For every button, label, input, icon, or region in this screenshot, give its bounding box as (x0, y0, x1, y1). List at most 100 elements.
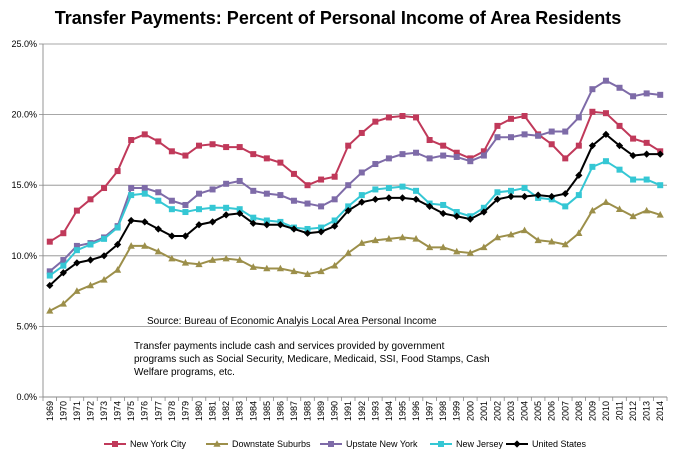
legend-entry: Downstate Suburbs (206, 439, 311, 449)
data-point (643, 176, 650, 183)
data-point (494, 134, 501, 141)
data-point (236, 209, 244, 218)
data-point (141, 185, 148, 192)
data-point (222, 211, 230, 219)
x-tick-label: 1973 (99, 401, 109, 421)
data-point (616, 84, 623, 91)
data-point (602, 130, 610, 138)
data-point (358, 198, 366, 206)
data-point (616, 122, 623, 129)
data-point (480, 243, 488, 251)
data-point (290, 197, 297, 204)
data-point (548, 237, 556, 245)
data-point (209, 186, 216, 193)
data-point (114, 224, 121, 231)
y-tick-label: 10.0% (11, 251, 37, 261)
data-point (520, 192, 529, 201)
y-tick-label: 25.0% (11, 39, 37, 49)
data-point (562, 203, 569, 210)
data-point (589, 86, 596, 93)
x-tick-label: 2014 (655, 401, 665, 421)
x-tick-label: 2013 (642, 401, 652, 421)
data-point (643, 90, 650, 97)
data-point (290, 267, 298, 275)
data-point (358, 169, 365, 176)
axes (42, 44, 667, 398)
x-tick-label: 1975 (126, 401, 136, 421)
data-point (304, 182, 311, 189)
data-point (168, 197, 175, 204)
x-tick-label: 1969 (45, 401, 55, 421)
data-point (182, 201, 189, 208)
data-point (413, 187, 420, 194)
data-point (589, 108, 596, 115)
data-point (223, 204, 230, 211)
x-tick-label: 2005 (533, 401, 543, 421)
data-point (385, 185, 392, 192)
data-point (344, 207, 352, 215)
data-point (588, 142, 596, 150)
data-point (602, 110, 609, 117)
x-tick-label: 1977 (153, 401, 163, 421)
data-point (513, 440, 521, 448)
data-point (371, 236, 379, 244)
x-tick-label: 1985 (262, 401, 272, 421)
data-point (209, 204, 216, 211)
data-point (453, 209, 460, 216)
data-point (182, 209, 189, 216)
x-tick-label: 1970 (58, 401, 68, 421)
data-point (46, 307, 54, 314)
data-point (328, 441, 334, 447)
data-point (616, 166, 623, 173)
data-point (196, 190, 202, 197)
x-tick-label: 1997 (425, 401, 435, 421)
x-tick-label: 2012 (628, 401, 638, 421)
data-point (331, 261, 339, 269)
x-tick-label: 2000 (465, 401, 475, 421)
data-point (263, 190, 270, 197)
data-point (521, 185, 528, 192)
legend-entry: Upstate New York (320, 439, 418, 449)
legend-label: Upstate New York (346, 439, 418, 449)
data-point (128, 185, 135, 192)
data-point (480, 148, 487, 155)
data-point (114, 266, 122, 273)
data-point (290, 225, 298, 233)
x-tick-label: 1995 (397, 401, 407, 421)
data-point (168, 232, 176, 240)
data-point (263, 217, 270, 224)
data-point (60, 230, 67, 237)
data-point (317, 267, 325, 275)
data-point (100, 252, 108, 260)
data-point (331, 196, 338, 203)
data-point (575, 142, 582, 149)
legend-label: New Jersey (456, 439, 504, 449)
data-point (59, 269, 67, 277)
x-tick-label: 1996 (411, 401, 421, 421)
x-tick-label: 2006 (547, 401, 557, 421)
data-point (155, 197, 162, 204)
data-point (439, 209, 447, 218)
y-axis-ticks: 0.0% 5.0% 10.0% 15.0% 20.0% 25.0% (11, 39, 43, 402)
data-point (438, 441, 444, 447)
x-tick-label: 1980 (194, 401, 204, 421)
data-point (46, 268, 53, 275)
series-line (49, 133, 661, 287)
data-point (236, 206, 243, 213)
x-tick-label: 2011 (615, 401, 625, 420)
x-tick-label: 1988 (303, 401, 313, 421)
series-united-states (46, 130, 664, 290)
data-point (426, 243, 434, 251)
data-point (398, 194, 407, 202)
footnote-line: programs such as Social Security, Medica… (134, 354, 490, 365)
x-tick-label: 2007 (560, 401, 570, 421)
data-point (358, 192, 365, 199)
data-point (236, 177, 243, 184)
data-point (575, 229, 583, 237)
data-point (87, 241, 94, 248)
data-point (508, 134, 514, 141)
data-point (331, 217, 338, 224)
data-point (589, 163, 596, 170)
